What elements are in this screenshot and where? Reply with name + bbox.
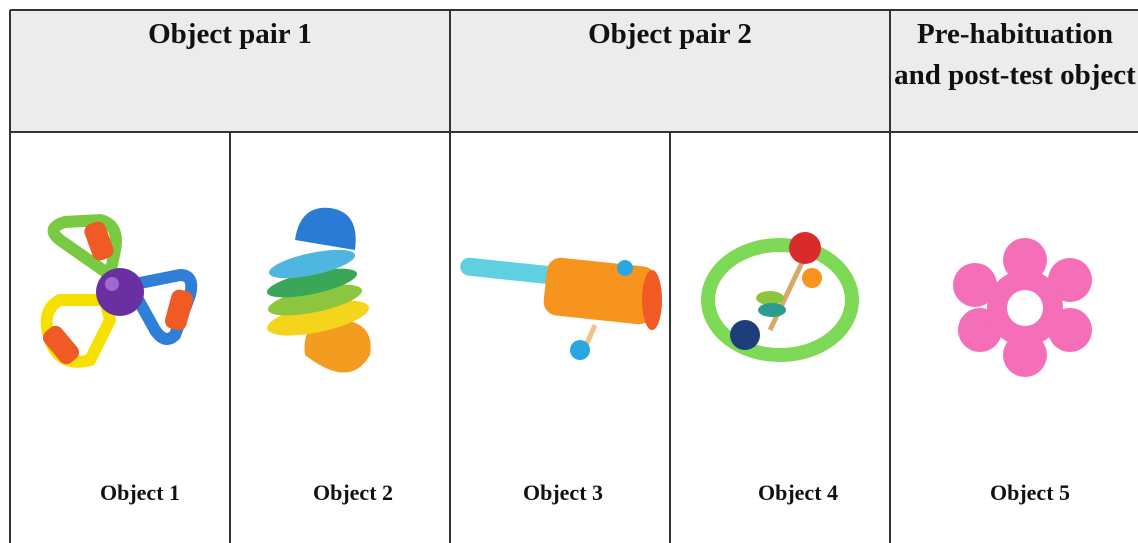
header-cell: Object pair 1: [148, 18, 312, 50]
toy-2: [266, 207, 371, 373]
table-grid: [9, 9, 1138, 543]
toy-3: [460, 257, 662, 360]
toy-4: [701, 232, 859, 362]
toy-1: [40, 213, 198, 368]
object-label: Object 2: [312, 480, 394, 505]
header-cell: Pre-habituation and post-test object: [894, 18, 1136, 91]
header-cell: Object pair 2: [588, 18, 752, 50]
object-label: Object 4: [757, 480, 839, 505]
object-label: Object 5: [989, 480, 1071, 505]
toy-5: [953, 238, 1092, 377]
object-label: Object 1: [99, 480, 181, 505]
header-background: [10, 10, 1138, 132]
object-label: Object 3: [522, 480, 604, 505]
